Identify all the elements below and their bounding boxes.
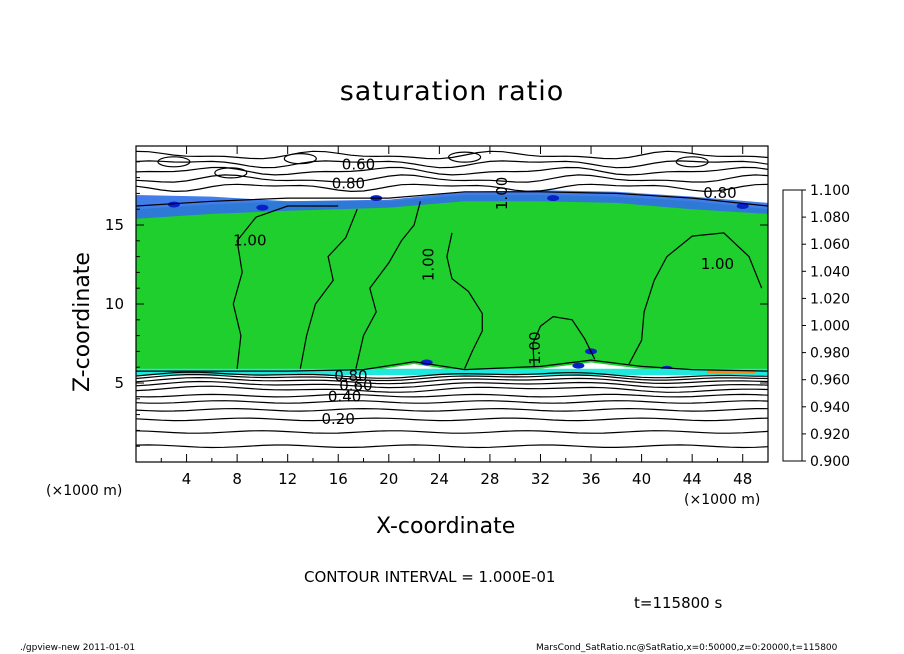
contour-line (136, 160, 768, 169)
contour-loop (448, 151, 482, 163)
x-tick-label: 24 (430, 470, 449, 488)
x-axis-unit: (×1000 m) (684, 492, 761, 508)
contour-loop (283, 153, 317, 165)
contour-label: 1.00 (420, 248, 438, 281)
x-tick-label: 28 (480, 470, 499, 488)
time-label: t=115800 s (634, 594, 723, 612)
contour-line-1.00 (355, 201, 421, 369)
x-axis-label: X-coordinate (376, 514, 516, 539)
contour-loop (675, 156, 709, 168)
contour-line-1.00 (628, 232, 763, 365)
dry-spot (572, 362, 585, 369)
x-tick-label: 32 (531, 470, 550, 488)
contour-label: 0.80 (703, 184, 736, 202)
x-tick-label: 12 (278, 470, 297, 488)
dry-spot (736, 203, 749, 209)
saturation-region-green (136, 195, 768, 374)
footer-left: ./gpview-new 2011-01-01 (20, 643, 136, 653)
colorbar-label: 1.060 (810, 237, 850, 253)
supersaturated-patch (707, 370, 756, 374)
dry-spot (547, 195, 560, 202)
contour-label: 1.00 (701, 255, 734, 273)
x-tick-label: 48 (733, 470, 752, 488)
y-tick-label: 15 (105, 216, 124, 234)
x-tick-label: 4 (182, 470, 192, 488)
colorbar-label: 0.900 (810, 454, 850, 470)
contour-line (136, 371, 768, 379)
y-axis-label: Z-coordinate (70, 252, 95, 392)
contour-line (136, 374, 768, 382)
x-tick-label: 44 (683, 470, 702, 488)
contour-line-1.00 (136, 191, 768, 207)
contour-line (136, 385, 768, 393)
colorbar-label: 0.980 (810, 346, 850, 362)
y-tick-label: 10 (105, 295, 124, 313)
contour-label: 0.60 (342, 156, 375, 174)
contour-line (136, 430, 768, 434)
contour-line-1.00 (136, 359, 768, 372)
contour-line (136, 400, 768, 404)
contour-label: 1.00 (526, 331, 544, 364)
colorbar-label: 1.000 (810, 319, 850, 335)
contour-line-1.00 (299, 208, 358, 369)
footer-right: MarsCond_SatRatio.nc@SatRatio,x=0:50000,… (536, 643, 838, 653)
contour-line-1.00 (446, 232, 483, 370)
contour-loop (214, 167, 248, 179)
contour-line (136, 166, 768, 176)
x-tick-label: 20 (379, 470, 398, 488)
contour-label: 1.00 (493, 177, 511, 210)
contour-label: 0.80 (334, 367, 367, 385)
chart-title: saturation ratio (339, 76, 565, 107)
x-tick-label: 16 (329, 470, 348, 488)
contour-line (136, 393, 768, 398)
colorbar-label: 0.960 (810, 373, 850, 389)
saturation-region-blue (136, 190, 768, 219)
contour-loop (157, 156, 191, 168)
contour-label: 0.60 (339, 377, 372, 395)
colorbar-label: 1.040 (810, 264, 850, 280)
colorbar-label: 1.100 (810, 183, 850, 199)
contour-line (136, 150, 768, 160)
contour-line (136, 174, 768, 183)
contour-label: 1.00 (233, 231, 266, 249)
contour-line-1.00 (232, 205, 339, 369)
saturation-lower-fringe (136, 368, 768, 376)
colorbar-label: 0.940 (810, 400, 850, 416)
contour-label: 0.40 (328, 388, 361, 406)
contour-line (136, 183, 768, 193)
x-tick-label: 8 (232, 470, 242, 488)
y-axis-unit: (×1000 m) (46, 483, 123, 499)
contour-line (136, 417, 768, 422)
y-tick-label: 5 (114, 374, 124, 392)
contour-line (136, 376, 768, 385)
contour-line (136, 444, 768, 449)
colorbar-label: 0.920 (810, 427, 850, 443)
x-tick-label: 36 (581, 470, 600, 488)
contour-line-1.00 (532, 315, 596, 368)
dry-spot (256, 204, 269, 211)
contour-interval-label: CONTOUR INTERVAL = 1.000E-01 (304, 568, 556, 586)
x-tick-label: 40 (632, 470, 651, 488)
contour-label: 0.20 (321, 410, 354, 428)
contour-line (136, 380, 768, 389)
contour-label: 0.80 (332, 174, 365, 192)
colorbar-label: 1.080 (810, 210, 850, 226)
contour-line (136, 407, 768, 412)
colorbar-frame (782, 189, 803, 462)
colorbar-label: 1.020 (810, 291, 850, 307)
